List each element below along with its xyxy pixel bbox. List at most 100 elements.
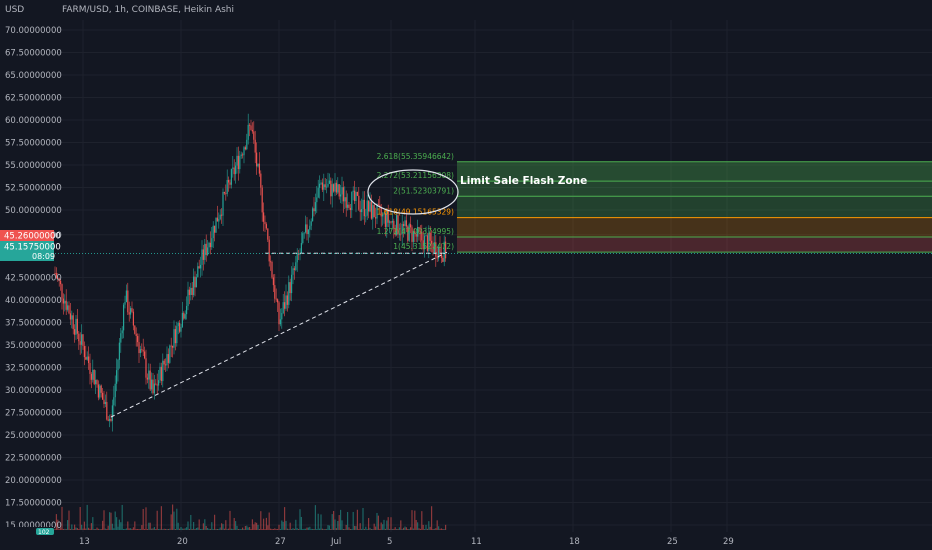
candle-body: [292, 268, 294, 275]
candle-body: [389, 221, 391, 223]
volume-bar: [214, 514, 216, 530]
candle-body: [99, 385, 101, 398]
candle-body: [335, 182, 337, 193]
volume-bar: [132, 527, 134, 530]
candle-body: [341, 187, 343, 195]
time-tick-label: 25: [667, 537, 678, 547]
candle-body: [135, 333, 137, 337]
candle-body: [162, 360, 164, 382]
candle-body: [386, 211, 388, 227]
volume-bar: [233, 517, 235, 530]
volume-bar: [316, 528, 318, 530]
volume-bar: [337, 521, 339, 530]
candle-body: [181, 312, 183, 327]
price-tick-label: 50.00000000: [5, 206, 62, 216]
volume-bar: [391, 528, 393, 530]
volume-bar: [271, 528, 273, 530]
volume-bar: [323, 529, 325, 530]
volume-bar: [95, 528, 97, 530]
volume-bar: [400, 520, 402, 530]
candle-body: [425, 235, 427, 237]
candle-body: [78, 333, 80, 342]
time-tick-label: 20: [177, 537, 188, 547]
price-axis[interactable]: 15.00000000 17.50000000 20.00000000 22.5000…: [5, 26, 62, 531]
candle-body: [61, 284, 63, 299]
volume-bar: [370, 528, 372, 530]
volume-bar: [369, 527, 371, 530]
volume-bar: [195, 527, 197, 530]
volume-bar: [421, 511, 423, 530]
candle-body: [165, 364, 167, 366]
fib-zones: [457, 161, 932, 253]
candle-body: [390, 221, 392, 223]
candle-body: [355, 191, 357, 202]
candle-body: [345, 197, 347, 208]
candle-body: [67, 305, 69, 310]
fib-zone: [457, 161, 932, 182]
time-axis[interactable]: 13 20 27 Jul 5 11 18 25 29: [79, 537, 734, 547]
candle-body: [221, 214, 223, 216]
countdown-text: 08:09: [32, 252, 55, 261]
candle-body: [55, 273, 57, 278]
close-price-text: 45.26000000: [4, 232, 61, 242]
candle-body: [333, 184, 335, 192]
candle-body: [401, 224, 403, 235]
volume-bar: [307, 527, 309, 530]
volume-bar: [103, 510, 105, 530]
volume-bar: [169, 528, 171, 530]
volume-bar: [68, 510, 70, 530]
candle-body: [179, 323, 181, 332]
candle-body: [309, 225, 311, 230]
candle-body: [155, 383, 157, 385]
volume-bar: [263, 518, 265, 530]
candle-body: [368, 200, 370, 212]
candle-body: [188, 289, 190, 295]
volume-bar: [354, 525, 356, 530]
volume-bar: [418, 528, 420, 530]
candle-body: [194, 276, 196, 288]
candle-body: [114, 383, 116, 398]
candle-body: [445, 241, 447, 259]
candle-body: [193, 276, 195, 295]
candle-body: [76, 318, 78, 334]
candle-body: [71, 315, 73, 320]
candle-body: [81, 334, 83, 345]
volume-bar: [359, 523, 361, 530]
volume-bar: [240, 528, 242, 530]
volume-bar: [411, 510, 413, 530]
volume-bar: [351, 528, 353, 530]
price-tick-label: 30.00000000: [5, 386, 62, 396]
candle-body: [216, 217, 218, 222]
volume-bar: [403, 527, 405, 530]
candle-body: [214, 225, 216, 233]
candle-body: [376, 204, 378, 219]
candle-body: [299, 252, 301, 255]
candle-body: [120, 333, 122, 343]
candle-body: [62, 298, 64, 304]
volume-bar: [313, 528, 315, 530]
candle-body: [239, 156, 241, 170]
volume-bar: [387, 517, 389, 530]
volume-bar: [436, 520, 438, 530]
candle-body: [72, 315, 74, 330]
candle-body: [109, 419, 111, 421]
time-tick-label: 27: [275, 537, 286, 547]
volume-bar: [111, 523, 113, 530]
volume-bar: [376, 512, 378, 530]
candle-body: [128, 312, 130, 315]
fib-level-label: 2(51.52303791): [393, 186, 454, 195]
fib-level-label: 1.272(47.00374995): [377, 227, 454, 236]
volume-bar: [291, 528, 293, 530]
volume-bar: [209, 528, 211, 530]
price-tick-label: 67.50000000: [5, 49, 62, 59]
candle-body: [249, 124, 251, 126]
candle-body: [198, 266, 200, 269]
candle-body: [310, 221, 312, 226]
volume-bar: [397, 528, 399, 530]
candle-body: [138, 342, 140, 354]
candle-body: [281, 312, 283, 320]
candle-body: [183, 312, 185, 319]
candle-body: [327, 183, 329, 187]
candle-body: [208, 242, 210, 248]
